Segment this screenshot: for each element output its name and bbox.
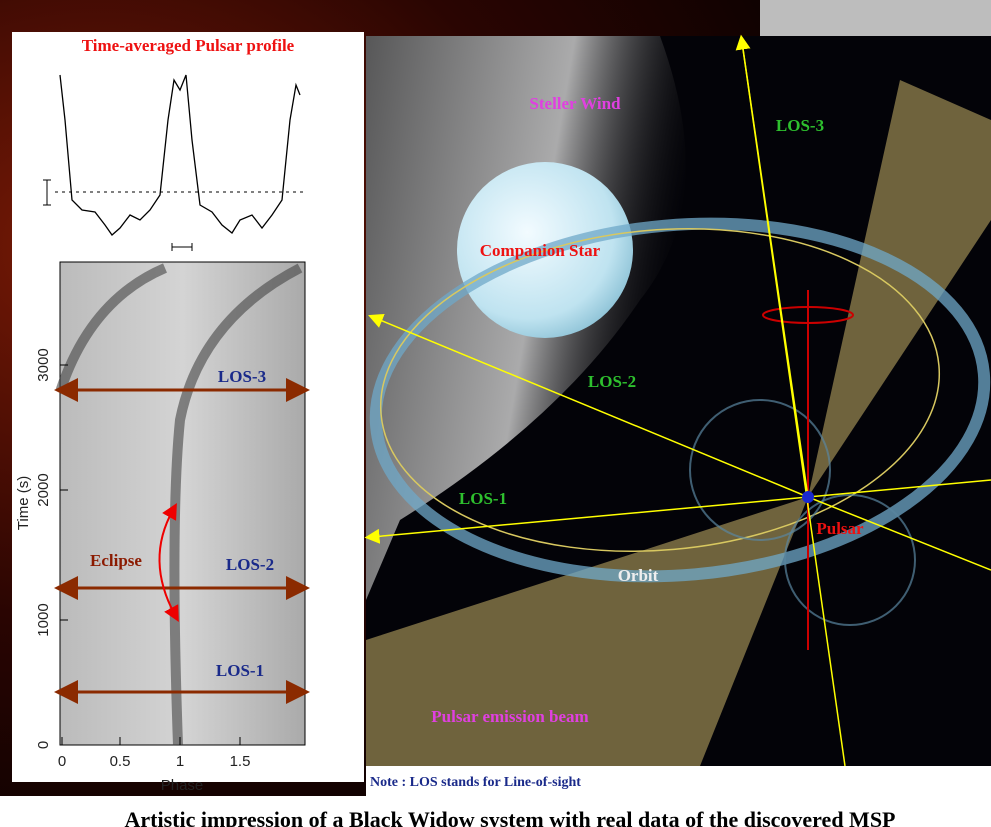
label: Pulsar: [816, 519, 864, 538]
pulsar: [802, 491, 814, 503]
note: Note : LOS stands for Line-of-sight: [370, 775, 581, 790]
y-tick-label: 3000: [35, 348, 52, 381]
caption: Artistic impression of a Black Widow sys…: [125, 807, 896, 827]
label: LOS-3: [776, 116, 824, 135]
phase-time-plot: [60, 262, 305, 745]
y-tick-label: 1000: [35, 603, 52, 636]
label: Pulsar emission beam: [431, 707, 588, 726]
annotation: Eclipse: [90, 551, 142, 570]
x-tick-label: 0: [58, 753, 66, 770]
label: LOS-1: [459, 489, 507, 508]
y-tick-label: 0: [35, 741, 52, 749]
x-tick-label: 1: [176, 753, 184, 770]
panel-title: Time-averaged Pulsar profile: [82, 36, 295, 55]
label: Companion Star: [480, 241, 601, 260]
corner-image: [760, 0, 991, 42]
illustration: Steller Wind Companion Star LOS-3 LOS-2 …: [361, 36, 991, 766]
label: Steller Wind: [529, 94, 621, 113]
label: LOS-2: [588, 372, 636, 391]
annotation: LOS-1: [216, 661, 264, 680]
x-tick-label: 0.5: [110, 753, 131, 770]
x-tick-label: 1.5: [230, 753, 251, 770]
y-tick-label: 2000: [35, 473, 52, 506]
annotation: LOS-3: [218, 367, 266, 386]
y-axis-label: Time (s): [15, 476, 32, 530]
annotation: LOS-2: [226, 555, 274, 574]
profile-panel: Time-averaged Pulsar profile LOS-3 LOS-2…: [12, 32, 364, 794]
figure: Time-averaged Pulsar profile LOS-3 LOS-2…: [0, 0, 991, 827]
label: Orbit: [618, 566, 659, 585]
page: {"profile_panel": {"title": "Time-averag…: [0, 0, 991, 827]
x-axis-label: Phase: [161, 777, 204, 794]
